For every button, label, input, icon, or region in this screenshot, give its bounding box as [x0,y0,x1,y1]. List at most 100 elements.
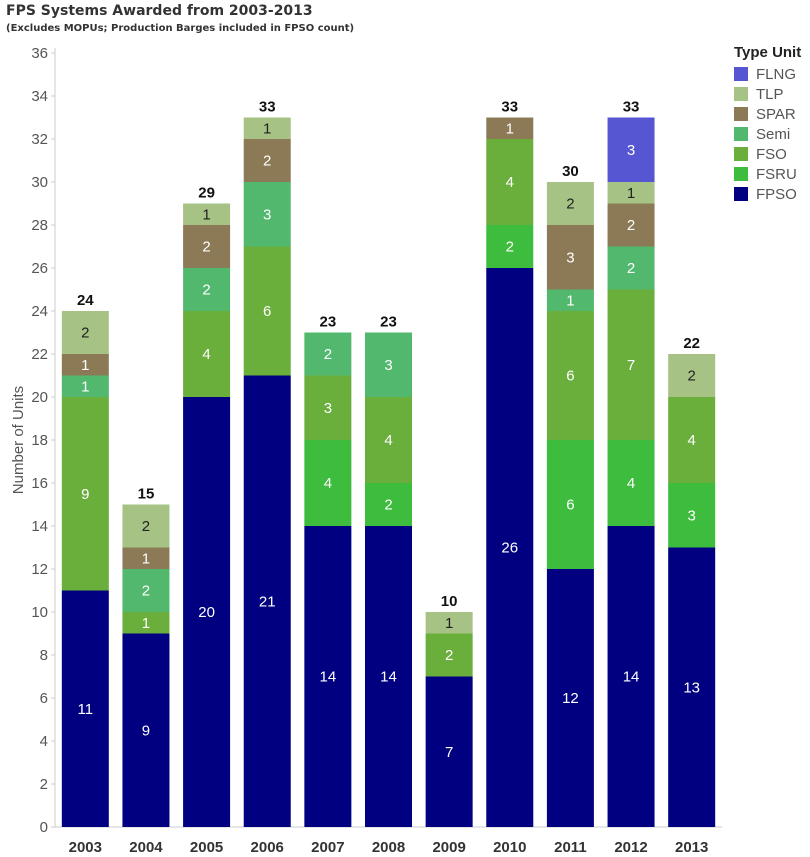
bar-segment-fso [61,397,109,591]
bar-segment-fso [546,311,594,440]
legend-swatch [734,107,748,121]
total-label: 23 [380,314,397,331]
x-tick-label: 2010 [493,839,526,856]
y-tick-label: 8 [40,647,48,664]
bar-segment-fpso [304,526,352,827]
x-tick-label: 2013 [675,839,708,856]
bar-segment-semi [122,569,170,612]
data-label: 1 [566,292,574,309]
bar-segment-tlp [243,117,291,139]
y-tick-label: 6 [40,690,48,707]
data-label: 12 [562,690,579,707]
bar-segment-tlp [425,612,473,634]
data-label: 14 [380,669,397,686]
bar-segment-spar [486,117,534,139]
legend-item-fpso: FPSO [734,184,801,204]
bar-segment-fso [486,139,534,225]
y-tick-label: 2 [40,776,48,793]
legend-title: Type Unit [734,44,802,61]
data-label: 4 [384,432,392,449]
total-label: 33 [623,99,640,116]
data-label: 2 [445,647,453,664]
x-tick-label: 2003 [69,839,102,856]
x-tick-label: 2006 [251,839,284,856]
legend-swatch [734,187,748,201]
bar-segment-fsru [607,440,655,526]
data-label: 2 [384,497,392,514]
bar-segment-fpso [607,526,655,827]
total-label: 29 [198,185,215,202]
bar-segment-semi [304,332,352,376]
bar-segment-fso [183,311,231,397]
bar-segment-fso [122,612,170,634]
total-label: 24 [77,292,94,309]
bar-segment-spar [122,547,170,569]
bar-segment-fpso [365,526,412,827]
data-label: 3 [384,357,392,374]
x-tick-label: 2007 [311,839,344,856]
legend-label: TLP [756,85,784,103]
bar-segment-fsru [486,225,534,268]
x-tick-label: 2009 [432,839,465,856]
legend-item-fso: FSO [734,144,801,164]
data-label: 4 [688,432,696,449]
total-label: 33 [259,99,276,116]
data-label: 6 [566,368,574,385]
total-label: 30 [562,163,579,180]
bar-segment-tlp [122,504,170,548]
bar-segment-fpso [668,547,716,827]
data-label: 13 [683,679,700,696]
bar-segment-spar [607,203,655,247]
legend-label: SPAR [756,105,796,123]
bar-segment-flng [607,117,655,182]
data-label: 3 [263,206,271,223]
data-label: 1 [142,550,150,567]
data-label: 3 [688,507,696,524]
y-tick-label: 20 [31,389,48,406]
bar-segment-tlp [61,311,109,354]
data-label: 4 [202,346,210,363]
data-label: 1 [506,120,514,137]
bar-segment-spar [61,354,109,376]
data-label: 9 [142,722,150,739]
data-label: 21 [259,593,276,610]
bar-segment-fsru [668,483,716,548]
bar-segment-spar [546,225,594,290]
data-label: 14 [623,669,640,686]
data-label: 1 [627,185,635,202]
data-label: 11 [78,701,94,718]
total-label: 23 [320,314,337,331]
x-tick-label: 2011 [554,839,587,856]
bar-segment-fpso [425,676,473,827]
data-label: 4 [324,475,332,492]
data-label: 2 [263,153,271,170]
data-label: 2 [324,346,332,363]
bar-segment-fpso [183,397,231,827]
data-label: 7 [445,744,453,761]
data-label: 3 [627,142,635,159]
legend-item-spar: SPAR [734,104,801,124]
data-label: 6 [263,303,271,320]
data-label: 2 [627,260,635,277]
chart-title: FPS Systems Awarded from 2003-2013 [6,3,313,19]
data-label: 20 [198,604,215,621]
y-axis-label: Number of Units [10,386,27,494]
bar-segment-fso [607,289,655,440]
data-label: 14 [320,669,337,686]
legend: Type Unit FLNG TLP SPAR Semi FSO FSRU FPSO [734,44,801,204]
bar-segment-fsru [546,440,594,569]
data-label: 2 [142,518,150,535]
x-tick-label: 2004 [129,839,163,856]
legend-item-flng: FLNG [734,64,801,84]
bar-segment-fpso [243,375,291,827]
bar-segment-fso [243,246,291,376]
y-tick-label: 4 [40,733,48,750]
data-label: 2 [81,325,89,342]
data-label: 3 [324,400,332,417]
data-label: 4 [506,174,514,191]
x-tick-label: 2008 [372,839,405,856]
legend-swatch [734,167,748,181]
bar-segment-semi [243,182,291,247]
y-tick-label: 0 [40,819,48,836]
